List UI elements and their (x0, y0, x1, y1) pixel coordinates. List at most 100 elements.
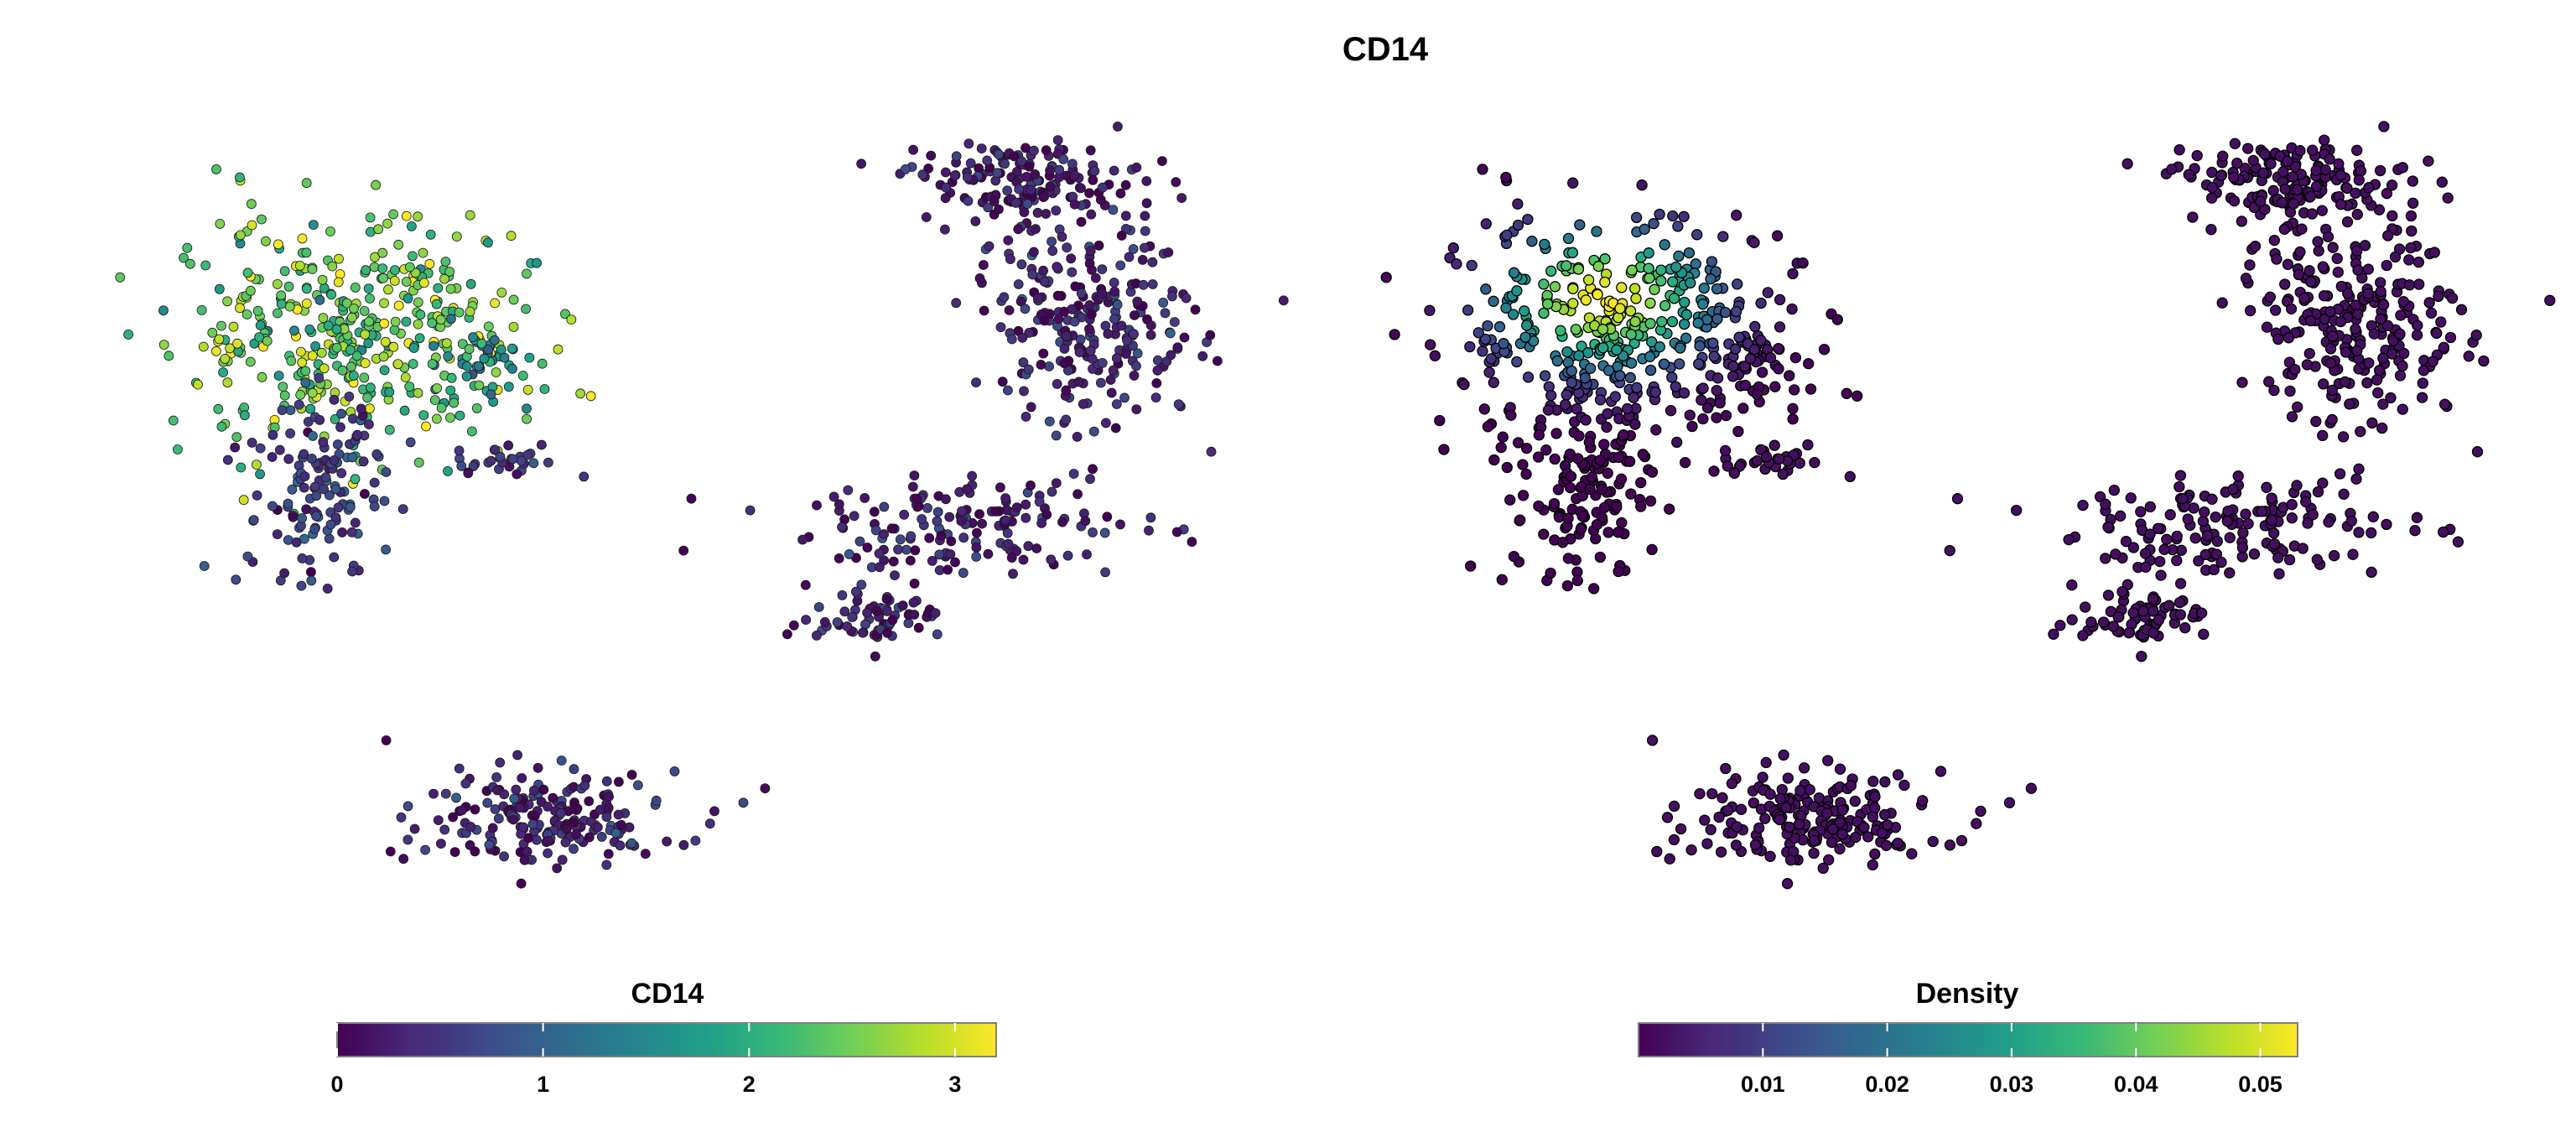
data-point (1944, 544, 1955, 557)
data-point (1538, 528, 1550, 540)
data-point (1917, 795, 1929, 807)
data-point (1051, 430, 1062, 441)
data-point (2205, 224, 2217, 236)
data-point (301, 178, 312, 189)
data-point (1803, 358, 1815, 370)
data-point (487, 823, 498, 834)
data-point (1651, 845, 1663, 858)
data-point (1771, 230, 1784, 242)
data-point (2097, 616, 2110, 628)
data-point (837, 590, 848, 600)
data-point (2324, 343, 2337, 355)
data-point (350, 474, 361, 485)
data-point (1668, 834, 1680, 846)
data-point (2381, 188, 2393, 200)
data-point (1545, 567, 1556, 579)
data-point (616, 819, 626, 830)
data-point (365, 382, 376, 393)
data-point (2155, 569, 2167, 581)
data-point (456, 460, 467, 471)
data-point (1124, 252, 1135, 262)
data-point (1480, 218, 1492, 230)
data-point (1131, 404, 1142, 415)
data-point (2231, 158, 2243, 169)
data-point (1021, 512, 1031, 523)
data-point (1813, 792, 1825, 804)
data-point (1876, 827, 1888, 839)
data-point (1892, 837, 1903, 849)
data-point (2438, 341, 2450, 353)
data-point (463, 468, 474, 479)
data-point (508, 814, 519, 825)
data-point (2377, 352, 2389, 364)
data-point (1151, 378, 1162, 388)
data-point (543, 848, 553, 859)
data-point (1613, 312, 1624, 324)
data-point (365, 212, 376, 223)
data-point (1539, 370, 1551, 382)
data-point (951, 298, 962, 309)
data-point (1036, 359, 1046, 370)
data-point (1707, 337, 1719, 349)
data-point (2326, 384, 2338, 397)
data-point (2386, 348, 2398, 360)
data-point (839, 606, 850, 617)
data-point (319, 484, 330, 495)
data-point (371, 449, 382, 460)
data-point (279, 568, 290, 579)
data-point (311, 511, 322, 522)
data-point (1675, 342, 1686, 354)
data-point (1084, 188, 1094, 199)
data-point (345, 345, 356, 356)
data-point (1171, 177, 1182, 188)
data-point (1571, 403, 1582, 415)
data-point (1109, 314, 1119, 325)
data-point (1679, 296, 1690, 309)
data-point (1630, 211, 1643, 224)
data-point (512, 750, 522, 761)
data-point (1076, 288, 1087, 299)
colorbar-tick-label: 0.02 (1865, 1072, 1909, 1097)
data-point (860, 493, 870, 503)
data-point (1625, 329, 1637, 340)
data-point (1631, 382, 1643, 393)
data-point (538, 784, 549, 795)
data-point (1582, 274, 1595, 286)
data-point (949, 170, 960, 181)
data-point (2148, 627, 2159, 639)
data-point (2222, 505, 2234, 517)
data-point (439, 824, 450, 835)
data-point (1066, 253, 1077, 264)
data-point (297, 513, 308, 523)
data-point (760, 783, 771, 794)
data-point (347, 452, 358, 463)
data-point (522, 384, 533, 395)
data-point (1451, 258, 1462, 270)
data-point (1041, 509, 1052, 520)
data-point (1571, 574, 1583, 587)
data-point (2102, 521, 2114, 533)
data-point (2266, 492, 2277, 504)
data-point (2125, 492, 2137, 504)
data-point (1592, 288, 1603, 300)
data-point (849, 511, 860, 522)
data-point (626, 838, 637, 849)
data-point (992, 168, 1003, 179)
data-point (1566, 377, 1577, 388)
data-point (257, 371, 267, 382)
data-point (486, 455, 496, 466)
data-point (1805, 383, 1817, 395)
data-point (1764, 788, 1776, 800)
data-point (1644, 495, 1657, 507)
data-point (1626, 264, 1638, 276)
data-point (2199, 548, 2211, 561)
data-point (2003, 797, 2016, 808)
data-point (909, 610, 920, 620)
data-point (2205, 192, 2218, 204)
data-point (556, 808, 566, 818)
data-point (2110, 548, 2122, 560)
data-point (932, 506, 943, 517)
data-point (2339, 376, 2351, 388)
data-point (496, 287, 507, 298)
data-point (1906, 848, 1918, 860)
